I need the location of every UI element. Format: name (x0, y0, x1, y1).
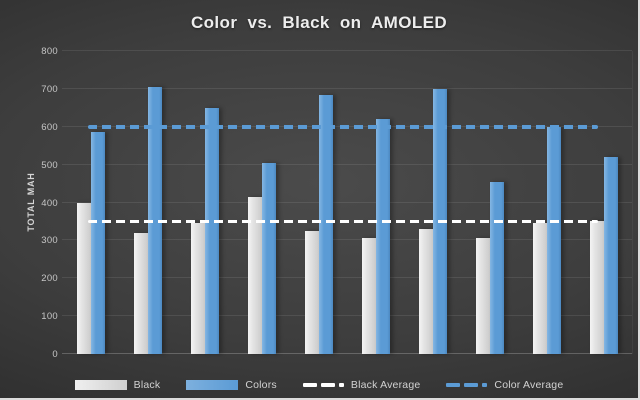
y-tick-label-800: 800 (41, 46, 58, 57)
bar-colors-6 (375, 119, 390, 354)
bar-pair-6 (347, 51, 404, 354)
bar-colors-8 (489, 181, 504, 354)
bar-pair-2 (119, 51, 176, 354)
bar-black-9 (532, 223, 547, 354)
gridline-400 (62, 201, 632, 203)
y-tick-label-0: 0 (52, 349, 58, 360)
bar-black-8 (475, 238, 490, 354)
gridline-700 (62, 87, 632, 89)
legend-item-colors: Colors (186, 379, 277, 391)
bar-pair-4 (233, 51, 290, 354)
legend-label: Black Average (350, 379, 421, 391)
gridline-100 (62, 315, 632, 317)
bar-pair-3 (176, 51, 233, 354)
gridline-300 (62, 239, 632, 241)
bar-black-6 (361, 238, 376, 354)
bar-pair-10 (575, 51, 632, 354)
bar-pair-1 (62, 51, 119, 354)
bar-black-4 (247, 196, 262, 354)
y-tick-label-100: 100 (41, 311, 58, 323)
legend-item-black: Black (74, 379, 161, 391)
bar-black-5 (304, 230, 319, 354)
legend-swatch-colors (186, 380, 239, 390)
bar-black-1 (76, 202, 91, 354)
legend-item-color-average: Color Average (446, 379, 563, 391)
dash-glyph (446, 383, 461, 387)
bar-colors-5 (318, 94, 333, 354)
dash-glyph (302, 383, 317, 387)
dash-glyph (338, 383, 344, 387)
dash-glyph (320, 383, 335, 387)
y-tick-label-700: 700 (41, 83, 58, 95)
bar-pair-7 (404, 51, 461, 354)
gridline-200 (62, 277, 632, 279)
y-tick-label-500: 500 (41, 159, 58, 171)
legend-label: Colors (245, 379, 277, 391)
bar-pair-5 (290, 51, 347, 354)
bar-black-3 (190, 223, 205, 354)
legend-swatch-black (74, 380, 127, 390)
gridline-800 (62, 50, 632, 51)
legend-swatch-color-average (446, 383, 488, 387)
plot-area (62, 50, 633, 354)
y-tick-label-400: 400 (41, 197, 58, 209)
black-average-line (87, 219, 598, 224)
legend-swatch-black-average (302, 383, 344, 387)
gridline-500 (62, 163, 632, 165)
bar-colors-3 (204, 107, 219, 354)
bar-black-2 (133, 232, 148, 354)
color-average-line (87, 125, 598, 129)
dash-glyph (464, 383, 479, 387)
bar-colors-9 (546, 126, 561, 354)
bar-black-7 (418, 229, 433, 354)
bar-pair-8 (461, 51, 518, 354)
bar-series (62, 51, 632, 354)
bar-black-10 (589, 221, 604, 354)
legend: Black Colors Black Average Color Average (0, 379, 638, 391)
bar-colors-1 (90, 132, 105, 354)
y-tick-label-300: 300 (41, 235, 58, 247)
bar-colors-10 (603, 157, 618, 354)
chart-title: Color vs. Black on AMOLED (190, 13, 448, 32)
dash-glyph (482, 383, 488, 387)
legend-item-black-average: Black Average (302, 379, 421, 391)
legend-label: Black (133, 379, 161, 391)
legend-label: Color Average (494, 379, 564, 391)
bar-pair-9 (518, 51, 575, 354)
gridline-0 (62, 353, 632, 354)
y-tick-label-200: 200 (41, 273, 58, 285)
bar-colors-4 (261, 162, 276, 354)
y-tick-label-600: 600 (41, 121, 58, 133)
